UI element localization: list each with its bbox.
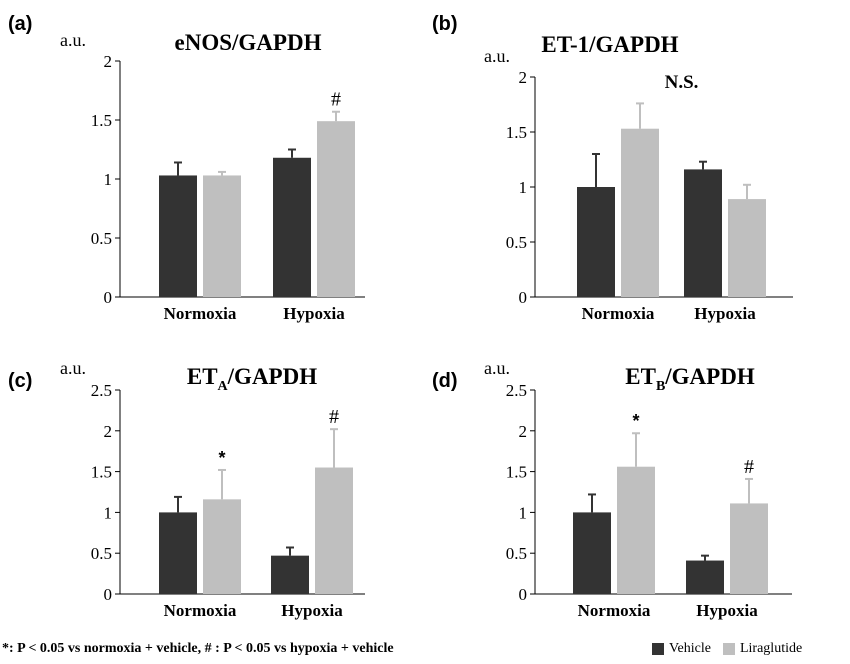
panel-a-category-label: Normoxia — [164, 304, 237, 323]
panel-a-bar-vehicle — [159, 175, 197, 297]
panel-c-ytick-label: 1 — [104, 503, 113, 522]
panel-c-bar-vehicle — [159, 512, 197, 594]
panel-a-ytick-label: 0.5 — [91, 229, 112, 248]
panel-c-ytick-label: 1.5 — [91, 463, 112, 482]
panel-c-ylabel: a.u. — [60, 358, 86, 378]
panel-d-bar-vehicle — [686, 560, 724, 594]
panel-b-annotation: N.S. — [665, 72, 699, 93]
panel-b-bar-vehicle — [684, 169, 722, 297]
legend-item-liraglutide: Liraglutide — [722, 641, 803, 657]
panel-d-bar-vehicle — [573, 512, 611, 594]
panel-d-ytick-label: 0.5 — [506, 544, 527, 563]
panel-a-ytick-label: 1.5 — [91, 111, 112, 130]
panel-b-category-label: Hypoxia — [694, 304, 756, 323]
panel-a-significance-mark: # — [331, 89, 341, 111]
panel-a-category-label: Hypoxia — [283, 304, 345, 323]
panel-c-category-label: Normoxia — [164, 601, 237, 620]
panel-b-ylabel: a.u. — [484, 46, 510, 66]
panel-c-bar-liraglutide — [203, 499, 241, 594]
panel-c-ytick-label: 0.5 — [91, 544, 112, 563]
panel-a-ylabel: a.u. — [60, 30, 86, 50]
legend-swatch-liraglutide — [722, 643, 735, 655]
panel-b-ytick-label: 1.5 — [506, 123, 527, 142]
panel-a-ytick-label: 2 — [104, 52, 113, 71]
panel-d-significance-mark: * — [632, 411, 639, 431]
legend-item-vehicle: Vehicle — [652, 641, 711, 657]
panel-d-ytick-label: 2.5 — [506, 381, 527, 400]
panel-a-ytick-label: 0 — [104, 288, 113, 307]
panel-d-category-label: Hypoxia — [696, 601, 758, 620]
legend-label-vehicle: Vehicle — [669, 641, 711, 656]
panel-c-category-label: Hypoxia — [281, 601, 343, 620]
panel-b-ytick-label: 0 — [519, 288, 528, 307]
panel-b-category-label: Normoxia — [582, 304, 655, 323]
panel-d-ytick-label: 0 — [519, 585, 528, 604]
panel-a-label: (a) — [8, 13, 32, 35]
panel-b-bar-liraglutide — [621, 128, 659, 297]
panel-d-ytick-label: 1.5 — [506, 463, 527, 482]
panel-a-ytick-label: 1 — [104, 170, 113, 189]
legend: Vehicle Liraglutide — [652, 641, 814, 657]
panel-d-bar-liraglutide — [617, 466, 655, 594]
panel-d-label: (d) — [432, 370, 458, 392]
panel-c-ytick-label: 2.5 — [91, 381, 112, 400]
panel-c-label: (c) — [8, 370, 32, 392]
panel-b-label: (b) — [432, 13, 458, 35]
panel-d-category-label: Normoxia — [578, 601, 651, 620]
panel-b-ytick-label: 1 — [519, 178, 528, 197]
panel-a-bar-vehicle — [273, 157, 311, 297]
panel-d-ytick-label: 1 — [519, 503, 528, 522]
panel-b-ytick-label: 2 — [519, 68, 528, 87]
panel-a-bar-liraglutide — [203, 175, 241, 297]
panel-a-title: eNOS/GAPDH — [175, 30, 322, 55]
panel-b-title: ET-1/GAPDH — [541, 32, 678, 57]
panel-c-significance-mark: # — [329, 406, 339, 428]
panel-c-bar-liraglutide — [315, 467, 353, 594]
panel-c-ytick-label: 2 — [104, 422, 113, 441]
panel-c-ytick-label: 0 — [104, 585, 113, 604]
panel-d-bar-liraglutide — [730, 503, 768, 594]
panel-b-bar-liraglutide — [728, 199, 766, 297]
legend-label-liraglutide: Liraglutide — [739, 641, 803, 656]
panel-c-title: ETA/GAPDH — [187, 364, 317, 394]
panel-a-bar-liraglutide — [317, 121, 355, 298]
significance-footnote: *: P < 0.05 vs normoxia + vehicle, # : P… — [2, 641, 394, 656]
panel-d-ytick-label: 2 — [519, 422, 528, 441]
panel-d-title: ETB/GAPDH — [625, 364, 755, 394]
panel-d-significance-mark: # — [744, 456, 754, 478]
panel-b-ytick-label: 0.5 — [506, 233, 527, 252]
legend-swatch-vehicle — [652, 643, 664, 655]
panel-d-ylabel: a.u. — [484, 358, 510, 378]
panel-c-bar-vehicle — [271, 555, 309, 594]
panel-c-significance-mark: * — [218, 448, 225, 468]
panel-b-bar-vehicle — [577, 187, 615, 297]
